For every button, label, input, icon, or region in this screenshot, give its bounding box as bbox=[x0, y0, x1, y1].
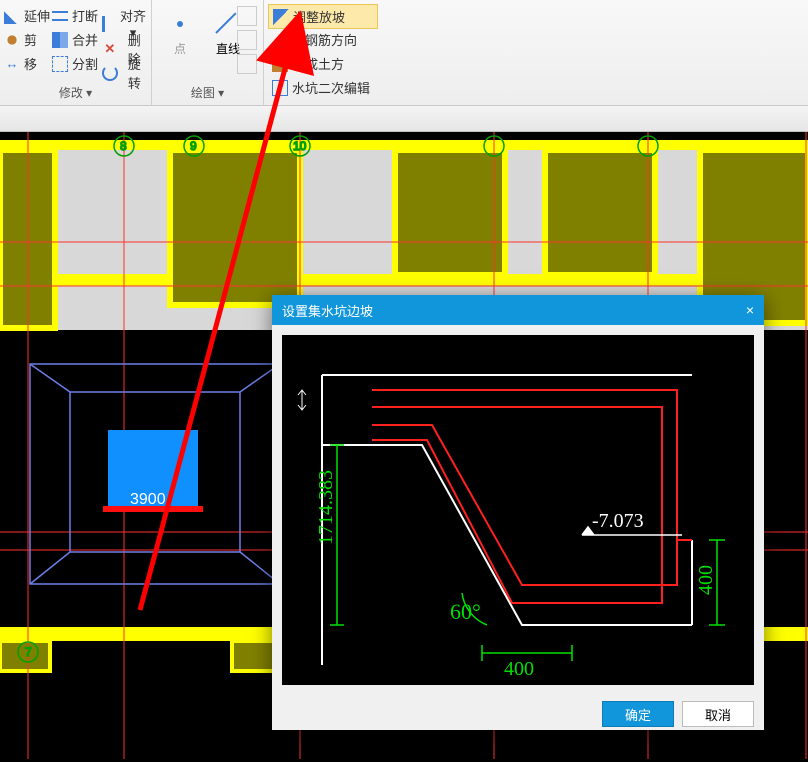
trim-icon bbox=[4, 32, 20, 48]
spline-button[interactable] bbox=[237, 30, 257, 50]
svg-text:8: 8 bbox=[120, 139, 127, 153]
dialog-footer: 确定 取消 bbox=[272, 695, 764, 735]
svg-text:10: 10 bbox=[293, 139, 307, 153]
earthwork-label: 生成土方 bbox=[292, 54, 344, 73]
split-label: 分割 bbox=[72, 54, 98, 73]
slope-icon bbox=[273, 9, 289, 25]
svg-text:9: 9 bbox=[190, 139, 197, 153]
rotate-icon bbox=[102, 65, 118, 81]
ribbon-group-draw: 点 直线 绘图 ▾ bbox=[152, 0, 264, 105]
trim-label: 剪 bbox=[24, 30, 37, 49]
move-button[interactable]: ↔ 移 bbox=[0, 52, 41, 75]
merge-label: 合并 bbox=[72, 30, 98, 49]
dialog-title-text: 设置集水坑边坡 bbox=[282, 301, 373, 320]
slope-dialog: 设置集水坑边坡 × bbox=[272, 295, 764, 730]
height-dim: 1714.383 bbox=[315, 470, 337, 545]
point-icon bbox=[164, 8, 196, 40]
toolbar-strip bbox=[0, 106, 808, 132]
earthwork-icon bbox=[272, 56, 288, 72]
point-label: 点 bbox=[164, 40, 196, 57]
group-draw-label[interactable]: 绘图 ▾ bbox=[152, 84, 263, 101]
group-modify-label[interactable]: 修改 ▾ bbox=[0, 84, 151, 101]
ribbon-group-modify: 延伸 打断 对齐 ▾ 剪 合并 ✕ 删除 ↔ 移 分割 bbox=[0, 0, 152, 105]
arc-button[interactable] bbox=[237, 6, 257, 26]
sump-edit-button[interactable]: 水坑二次编辑 bbox=[268, 76, 374, 99]
split-button[interactable]: 分割 bbox=[48, 52, 102, 75]
angle-dim: 60° bbox=[450, 599, 481, 624]
bottom-dim: 400 bbox=[504, 658, 534, 680]
rect-button[interactable] bbox=[237, 54, 257, 74]
rebar-dir-button[interactable]: 整钢筋方向 bbox=[268, 28, 361, 51]
break-label: 打断 bbox=[72, 6, 98, 25]
split-icon bbox=[52, 56, 68, 72]
move-icon: ↔ bbox=[4, 56, 20, 72]
sump-edit-label: 水坑二次编辑 bbox=[292, 78, 370, 97]
extend-icon bbox=[4, 8, 20, 24]
extend-label: 延伸 bbox=[24, 6, 50, 25]
break-icon bbox=[52, 11, 68, 21]
earthwork-button[interactable]: 生成土方 bbox=[268, 52, 348, 75]
extend-button[interactable]: 延伸 bbox=[0, 4, 54, 27]
move-label: 移 bbox=[24, 54, 37, 73]
right-dim: 400 bbox=[695, 565, 717, 595]
merge-button[interactable]: 合并 bbox=[48, 28, 102, 51]
section-svg: 1714.383 60° 400 400 -7.073 bbox=[282, 335, 754, 685]
dialog-titlebar[interactable]: 设置集水坑边坡 × bbox=[272, 295, 764, 325]
ok-button[interactable]: 确定 bbox=[602, 701, 674, 727]
close-icon[interactable]: × bbox=[746, 302, 754, 318]
ribbon: 延伸 打断 对齐 ▾ 剪 合并 ✕ 删除 ↔ 移 分割 bbox=[0, 0, 808, 106]
trim-button[interactable]: 剪 bbox=[0, 28, 41, 51]
point-button[interactable]: 点 bbox=[164, 8, 196, 57]
depth-dim: -7.073 bbox=[592, 510, 644, 532]
svg-text:7: 7 bbox=[25, 645, 32, 659]
sump-icon bbox=[272, 80, 288, 96]
merge-icon bbox=[52, 32, 68, 48]
break-button[interactable]: 打断 bbox=[48, 4, 102, 27]
sump-dim-label: 3900 bbox=[130, 491, 166, 508]
adjust-slope-label: 调整放坡 bbox=[293, 7, 345, 26]
cancel-button[interactable]: 取消 bbox=[682, 701, 754, 727]
ribbon-group-edit: 调整放坡 整钢筋方向 生成土方 水坑二次编辑 bbox=[264, 0, 394, 105]
rebar-icon bbox=[272, 32, 288, 48]
adjust-slope-button[interactable]: 调整放坡 bbox=[268, 4, 378, 29]
dialog-canvas[interactable]: 1714.383 60° 400 400 -7.073 bbox=[282, 335, 754, 685]
rebar-dir-label: 整钢筋方向 bbox=[292, 30, 357, 49]
